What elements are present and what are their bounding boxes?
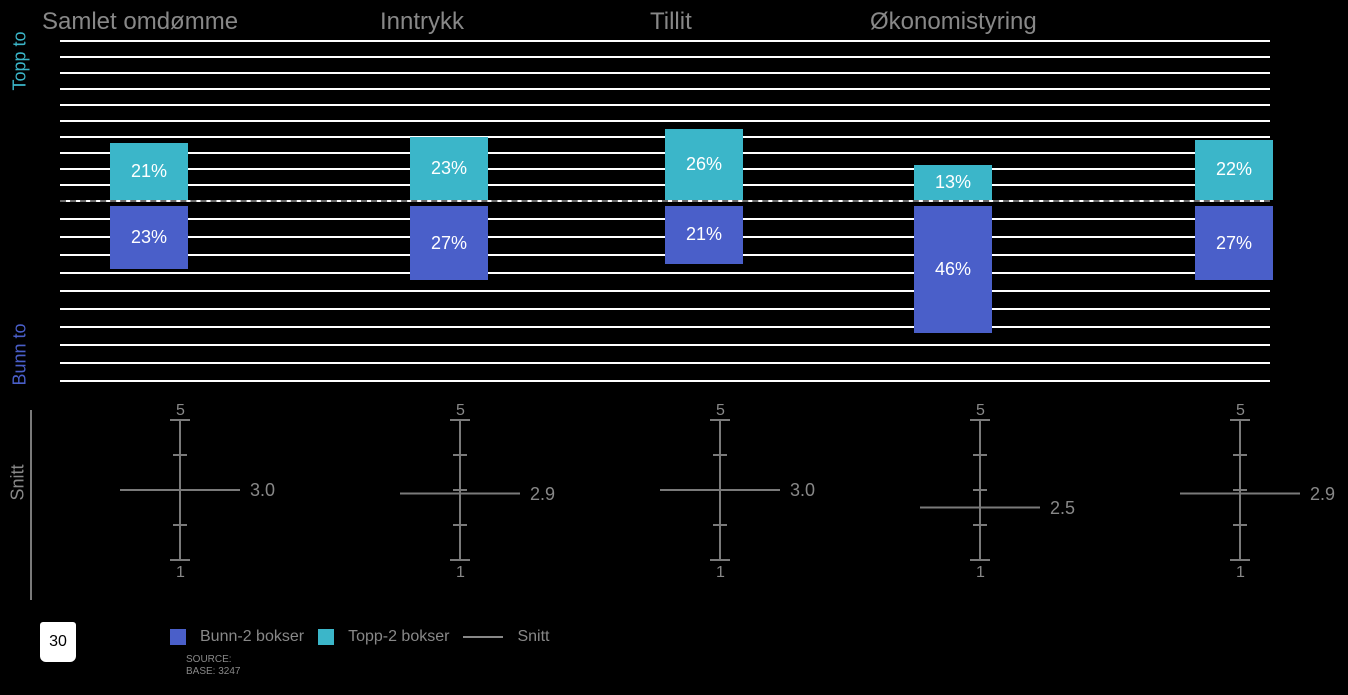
column-header: Samlet omdømme: [42, 8, 238, 36]
legend-label-mean: Snitt: [517, 628, 549, 646]
tick-max: 5: [1236, 402, 1245, 420]
axis-bottom-label: Bunn to: [10, 323, 31, 385]
legend: Bunn-2 bokser Topp-2 bokser Snitt: [170, 628, 549, 646]
bottom-bar: 46%: [914, 206, 992, 333]
mean-value: 3.0: [790, 480, 815, 501]
mean-whisker: 2.9 5 1: [390, 400, 570, 580]
bottom-bar: 21%: [665, 206, 743, 264]
legend-swatch-top: [318, 629, 334, 645]
mean-whisker: 3.0 5 1: [650, 400, 830, 580]
axis-top-label: Topp to: [10, 31, 31, 90]
snitt-axis-line: [30, 410, 32, 600]
column-header: Inntrykk: [380, 8, 464, 36]
legend-line-icon: [463, 636, 503, 638]
mean-value: 2.5: [1050, 498, 1075, 519]
snitt-axis-label: Snitt: [8, 464, 29, 500]
legend-label-bottom: Bunn-2 bokser: [200, 628, 304, 646]
tick-min: 1: [1236, 564, 1245, 582]
mean-whisker: 2.5 5 1: [910, 400, 1090, 580]
top-bar: 23%: [410, 137, 488, 200]
source-label: SOURCE:: [186, 654, 240, 666]
diverging-bar-chart: 21%23%23%27%26%21%13%46%22%27%: [60, 40, 1270, 380]
column-header: Økonomistyring: [870, 8, 1037, 36]
legend-swatch-bottom: [170, 629, 186, 645]
top-bar: 13%: [914, 165, 992, 200]
tick-max: 5: [976, 402, 985, 420]
snitt-panel: 3.0512.9513.0512.5512.951: [30, 400, 1280, 600]
tick-min: 1: [456, 564, 465, 582]
bottom-bar: 27%: [1195, 206, 1273, 280]
footer-source: SOURCE: BASE: 3247: [186, 654, 240, 678]
tick-min: 1: [176, 564, 185, 582]
tick-min: 1: [716, 564, 725, 582]
mean-whisker: 3.0 5 1: [110, 400, 290, 580]
top-bar: 26%: [665, 129, 743, 200]
top-bar: 22%: [1195, 140, 1273, 200]
column-header: Tillit: [650, 8, 692, 36]
base-label: BASE: 3247: [186, 666, 240, 678]
bottom-bar: 27%: [410, 206, 488, 280]
page-badge: 30: [40, 622, 76, 662]
top-bar: 21%: [110, 143, 188, 200]
mean-value: 2.9: [1310, 484, 1335, 505]
mean-whisker: 2.9 5 1: [1170, 400, 1348, 580]
tick-max: 5: [176, 402, 185, 420]
mean-value: 2.9: [530, 484, 555, 505]
legend-label-top: Topp-2 bokser: [348, 628, 449, 646]
tick-min: 1: [976, 564, 985, 582]
bottom-bar: 23%: [110, 206, 188, 269]
tick-max: 5: [456, 402, 465, 420]
mean-value: 3.0: [250, 480, 275, 501]
tick-max: 5: [716, 402, 725, 420]
